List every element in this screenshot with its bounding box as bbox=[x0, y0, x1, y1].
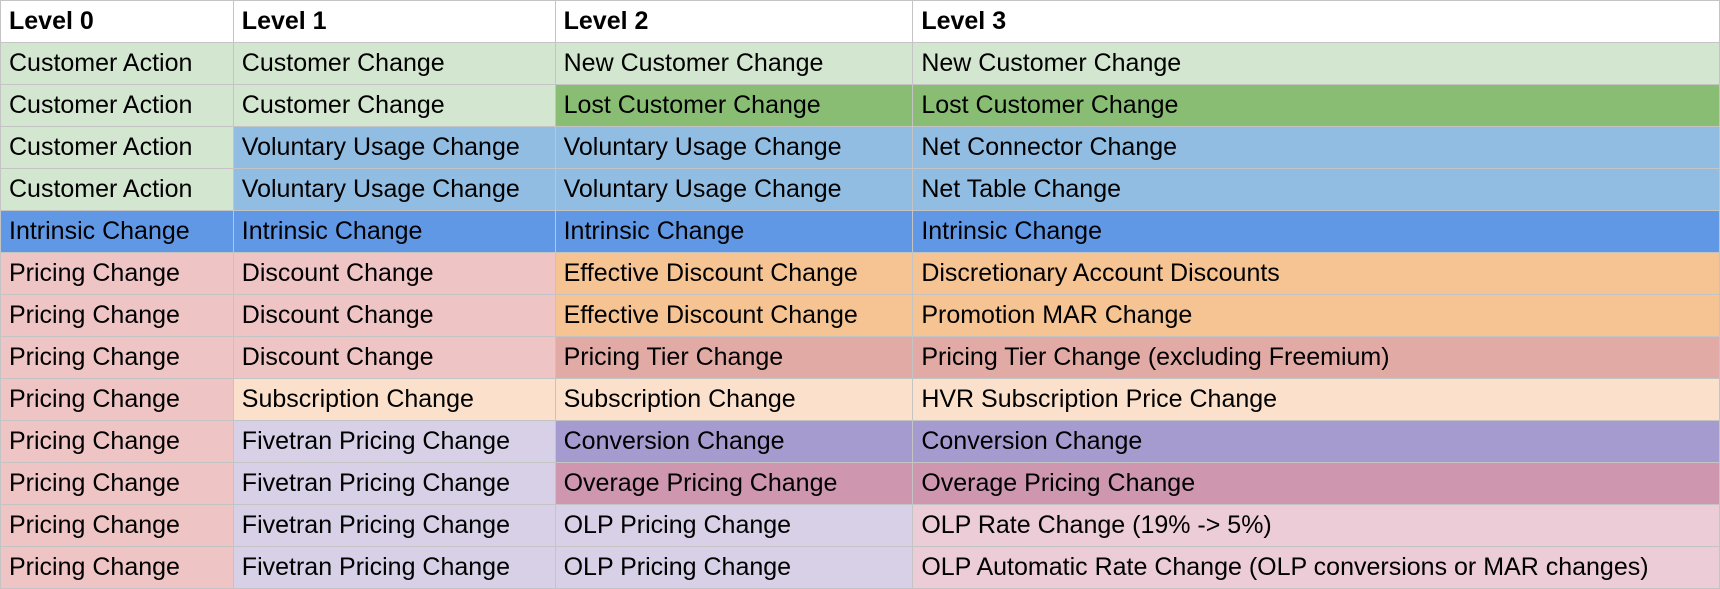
cell-level-1[interactable]: Subscription Change bbox=[232, 378, 556, 421]
table-row: Pricing Change Subscription Change Subscri… bbox=[0, 378, 1720, 421]
cell-level-0[interactable]: Pricing Change bbox=[0, 378, 234, 421]
cell-level-2[interactable]: Voluntary Usage Change bbox=[554, 168, 914, 211]
cell-level-2[interactable]: Voluntary Usage Change bbox=[554, 126, 914, 169]
cell-level-1[interactable]: Discount Change bbox=[232, 252, 556, 295]
cell-level-3[interactable]: Overage Pricing Change bbox=[912, 462, 1720, 505]
cell-level-0[interactable]: Pricing Change bbox=[0, 336, 234, 379]
cell-level-0[interactable]: Customer Action bbox=[0, 42, 234, 85]
cell-level-2[interactable]: New Customer Change bbox=[554, 42, 914, 85]
cell-level-0[interactable]: Pricing Change bbox=[0, 546, 234, 589]
cell-level-3[interactable]: Lost Customer Change bbox=[912, 84, 1720, 127]
cell-level-1[interactable]: Fivetran Pricing Change bbox=[232, 462, 556, 505]
cell-level-1[interactable]: Discount Change bbox=[232, 294, 556, 337]
table-row: Pricing Change Fivetran Pricing Change OLP… bbox=[0, 546, 1720, 589]
cell-level-0[interactable]: Pricing Change bbox=[0, 252, 234, 295]
cell-level-2[interactable]: Overage Pricing Change bbox=[554, 462, 914, 505]
cell-level-0[interactable]: Pricing Change bbox=[0, 462, 234, 505]
cell-level-0[interactable]: Intrinsic Change bbox=[0, 210, 234, 253]
table-row: Customer Action Customer Change New Custom… bbox=[0, 42, 1720, 85]
cell-level-2[interactable]: Subscription Change bbox=[554, 378, 914, 421]
cell-level-0[interactable]: Pricing Change bbox=[0, 504, 234, 547]
table-row: Pricing Change Fivetran Pricing Change Ove… bbox=[0, 462, 1720, 505]
header-cell-level-2[interactable]: Level 2 bbox=[554, 0, 914, 43]
cell-level-0[interactable]: Pricing Change bbox=[0, 294, 234, 337]
table-row: Pricing Change Fivetran Pricing Change OLP… bbox=[0, 504, 1720, 547]
cell-level-1[interactable]: Discount Change bbox=[232, 336, 556, 379]
cell-level-2[interactable]: Effective Discount Change bbox=[554, 294, 914, 337]
cell-level-2[interactable]: Conversion Change bbox=[554, 420, 914, 463]
cell-level-2[interactable]: Intrinsic Change bbox=[554, 210, 914, 253]
cell-level-1[interactable]: Customer Change bbox=[232, 42, 556, 85]
cell-level-3[interactable]: OLP Rate Change (19% -> 5%) bbox=[912, 504, 1720, 547]
table-row: Customer Action Voluntary Usage Change Vol… bbox=[0, 168, 1720, 211]
cell-level-2[interactable]: OLP Pricing Change bbox=[554, 504, 914, 547]
cell-level-0[interactable]: Customer Action bbox=[0, 168, 234, 211]
table-body: Customer Action Customer Change New Custom… bbox=[0, 42, 1720, 589]
cell-level-2[interactable]: Lost Customer Change bbox=[554, 84, 914, 127]
cell-level-1[interactable]: Fivetran Pricing Change bbox=[232, 504, 556, 547]
cell-level-1[interactable]: Customer Change bbox=[232, 84, 556, 127]
cell-level-3[interactable]: Conversion Change bbox=[912, 420, 1720, 463]
cell-level-0[interactable]: Customer Action bbox=[0, 126, 234, 169]
table-row: Customer Action Voluntary Usage Change Vol… bbox=[0, 126, 1720, 169]
cell-level-3[interactable]: HVR Subscription Price Change bbox=[912, 378, 1720, 421]
cell-level-1[interactable]: Fivetran Pricing Change bbox=[232, 420, 556, 463]
header-cell-level-0[interactable]: Level 0 bbox=[0, 0, 234, 43]
cell-level-1[interactable]: Voluntary Usage Change bbox=[232, 126, 556, 169]
cell-level-1[interactable]: Fivetran Pricing Change bbox=[232, 546, 556, 589]
header-row: Level 0 Level 1 Level 2 Level 3 bbox=[0, 0, 1720, 43]
cell-level-3[interactable]: Net Connector Change bbox=[912, 126, 1720, 169]
table-row: Pricing Change Discount Change Pricing Tie… bbox=[0, 336, 1720, 379]
table-row: Pricing Change Discount Change Effective D… bbox=[0, 294, 1720, 337]
cell-level-3[interactable]: Pricing Tier Change (excluding Freemium) bbox=[912, 336, 1720, 379]
cell-level-3[interactable]: OLP Automatic Rate Change (OLP conversio… bbox=[912, 546, 1720, 589]
cell-level-0[interactable]: Pricing Change bbox=[0, 420, 234, 463]
cell-level-2[interactable]: Effective Discount Change bbox=[554, 252, 914, 295]
table-row: Intrinsic Change Intrinsic Change Intrinsi… bbox=[0, 210, 1720, 253]
cell-level-3[interactable]: New Customer Change bbox=[912, 42, 1720, 85]
cell-level-2[interactable]: OLP Pricing Change bbox=[554, 546, 914, 589]
table-row: Customer Action Customer Change Lost Custo… bbox=[0, 84, 1720, 127]
header-cell-level-1[interactable]: Level 1 bbox=[232, 0, 556, 43]
cell-level-3[interactable]: Net Table Change bbox=[912, 168, 1720, 211]
table-row: Pricing Change Discount Change Effective D… bbox=[0, 252, 1720, 295]
header-cell-level-3[interactable]: Level 3 bbox=[912, 0, 1720, 43]
table-row: Pricing Change Fivetran Pricing Change Con… bbox=[0, 420, 1720, 463]
cell-level-3[interactable]: Discretionary Account Discounts bbox=[912, 252, 1720, 295]
cell-level-1[interactable]: Intrinsic Change bbox=[232, 210, 556, 253]
cell-level-1[interactable]: Voluntary Usage Change bbox=[232, 168, 556, 211]
cell-level-0[interactable]: Customer Action bbox=[0, 84, 234, 127]
cell-level-2[interactable]: Pricing Tier Change bbox=[554, 336, 914, 379]
cell-level-3[interactable]: Intrinsic Change bbox=[912, 210, 1720, 253]
cell-level-3[interactable]: Promotion MAR Change bbox=[912, 294, 1720, 337]
